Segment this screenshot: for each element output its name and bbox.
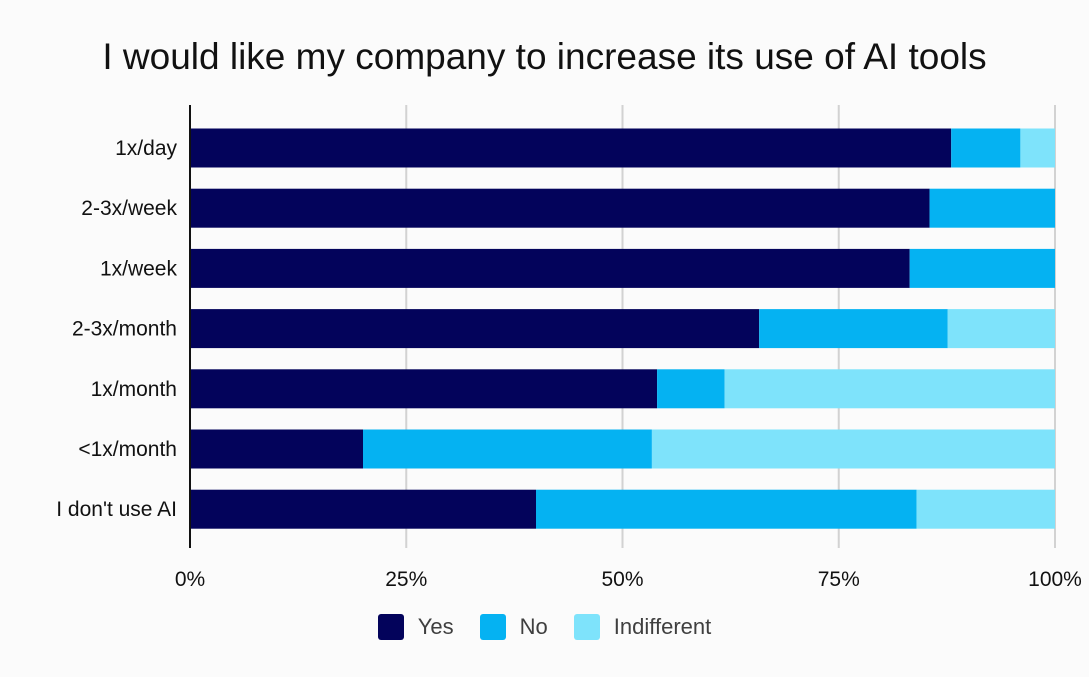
bar-no (363, 429, 652, 469)
legend-swatch (377, 614, 404, 640)
legend-label: Yes (417, 614, 454, 639)
x-tick-label: 0% (175, 568, 205, 591)
chart-title: I would like my company to increase its … (102, 36, 987, 77)
bar-indifferent (651, 429, 1055, 469)
bar-no (536, 489, 917, 529)
legend-swatch (573, 614, 600, 640)
y-category-label: I don't use AI (56, 498, 177, 521)
x-tick-label: 100% (1028, 568, 1082, 591)
y-category-label: <1x/month (78, 438, 177, 461)
legend-item-indifferent: Indifferent (573, 614, 712, 640)
legend-swatch (479, 614, 506, 640)
bar-yes (190, 489, 536, 529)
legend-item-no: No (479, 614, 548, 640)
bar-no (951, 128, 1021, 168)
y-category-label: 1x/day (115, 137, 177, 160)
y-category-label: 1x/month (91, 378, 177, 401)
x-tick-label: 25% (385, 568, 427, 591)
legend-label: No (519, 614, 548, 639)
x-tick-label: 50% (601, 568, 643, 591)
bar-yes (190, 309, 760, 349)
bar-yes (190, 429, 363, 469)
bar-indifferent (916, 489, 1055, 529)
bar-yes (190, 369, 658, 409)
legend-label: Indifferent (613, 614, 712, 639)
bar-indifferent (947, 309, 1055, 349)
bar-no (909, 248, 1055, 288)
bar-no (929, 188, 1055, 228)
y-category-label: 2-3x/week (81, 197, 177, 220)
bar-yes (190, 128, 952, 168)
bar-indifferent (724, 369, 1055, 409)
y-category-label: 2-3x/month (72, 318, 177, 341)
bar-yes (190, 188, 930, 228)
x-tick-label: 75% (818, 568, 860, 591)
chart-legend: Yes No Indifferent (0, 614, 1089, 640)
bar-yes (190, 248, 910, 288)
bar-no (759, 309, 948, 349)
legend-item-yes: Yes (377, 614, 454, 640)
y-category-label: 1x/week (100, 257, 178, 280)
bar-indifferent (1020, 128, 1055, 168)
bar-no (657, 369, 725, 409)
